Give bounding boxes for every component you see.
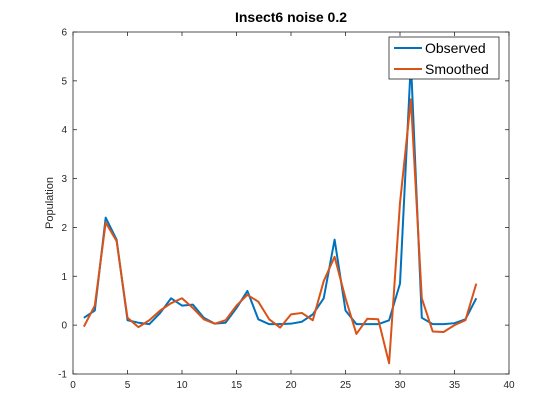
x-tick-label: 0	[70, 380, 76, 391]
y-tick-label: 5	[61, 76, 67, 87]
chart-title: Insect6 noise 0.2	[235, 9, 347, 25]
x-tick-label: 30	[394, 380, 406, 391]
x-tick-label: 5	[125, 380, 131, 391]
x-tick-label: 25	[340, 380, 352, 391]
y-tick-label: 1	[61, 272, 67, 283]
x-tick-label: 10	[176, 380, 188, 391]
y-tick-label: -1	[58, 370, 67, 381]
y-tick-label: 2	[61, 223, 67, 234]
x-tick-label: 20	[285, 380, 297, 391]
legend-label-smoothed: Smoothed	[425, 61, 489, 77]
x-tick-label: 40	[503, 380, 515, 391]
legend: Observed Smoothed	[388, 36, 500, 80]
legend-box	[388, 36, 500, 80]
y-tick-label: 3	[61, 174, 67, 185]
y-tick-label: 4	[61, 125, 67, 136]
series-line-smoothed	[83, 98, 478, 365]
y-tick-label: 6	[61, 28, 67, 39]
x-tick-label: 15	[231, 380, 243, 391]
legend-label-observed: Observed	[425, 40, 486, 56]
plot-area	[72, 31, 510, 375]
y-axis-label: Population	[44, 177, 56, 229]
y-tick-label: 0	[61, 321, 67, 332]
x-tick-label: 35	[449, 380, 461, 391]
